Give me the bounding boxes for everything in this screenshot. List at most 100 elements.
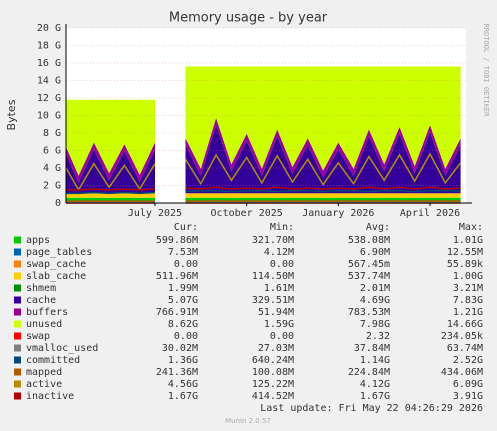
y-tick-label: 16 G xyxy=(37,58,61,69)
legend-stat: 12.55M xyxy=(447,247,483,258)
legend-swatch xyxy=(14,368,21,376)
legend-swatch xyxy=(14,296,21,304)
y-tick-label: 8 G xyxy=(43,128,61,139)
legend-stat: 414.52M xyxy=(252,391,294,402)
legend-stat: 1.61M xyxy=(264,283,294,294)
legend-stat: 63.74M xyxy=(447,343,483,354)
chart-title: Memory usage - by year xyxy=(169,11,328,26)
legend-stat: 537.74M xyxy=(348,271,390,282)
y-tick-label: 2 G xyxy=(43,181,61,192)
legend-stat: 7.98G xyxy=(360,319,390,330)
legend-label: swap xyxy=(26,331,50,342)
legend-stat: 1.14G xyxy=(360,355,390,366)
legend-label: slab_cache xyxy=(26,271,86,282)
legend-swatch xyxy=(14,236,21,244)
legend-label: buffers xyxy=(26,307,68,318)
legend-stat: 1.99M xyxy=(168,283,198,294)
legend-swatch xyxy=(14,272,21,280)
x-tick-label: January 2026 xyxy=(302,208,374,219)
legend-label: cache xyxy=(26,295,56,306)
legend-stat: 55.89k xyxy=(447,259,483,270)
legend-label: vmalloc_used xyxy=(26,343,98,354)
legend-stat: 567.45m xyxy=(348,259,390,270)
legend-stat: 37.84M xyxy=(354,343,390,354)
legend-stat: 2.52G xyxy=(453,355,483,366)
legend-stat: 538.08M xyxy=(348,235,390,246)
legend-stat: 100.08M xyxy=(252,367,294,378)
legend-stat: 6.90M xyxy=(360,247,390,258)
legend-stat: 3.21M xyxy=(453,283,483,294)
legend-stat: 2.32 xyxy=(366,331,390,342)
version: Munin 2.0.57 xyxy=(225,417,271,425)
legend-header: Cur: xyxy=(174,222,198,233)
legend-stat: 0.00 xyxy=(270,331,294,342)
legend-stat: 0.00 xyxy=(174,331,198,342)
legend-stat: 1.67G xyxy=(168,391,198,402)
legend-stat: 640.24M xyxy=(252,355,294,366)
legend-swatch xyxy=(14,260,21,268)
line xyxy=(66,186,461,191)
legend-stat: 30.02M xyxy=(162,343,198,354)
legend-stat: 599.86M xyxy=(156,235,198,246)
legend-header: Min: xyxy=(270,222,294,233)
y-tick-label: 18 G xyxy=(37,41,61,52)
legend-label: inactive xyxy=(26,391,74,402)
x-tick-label: October 2025 xyxy=(211,208,283,219)
legend-header: Avg: xyxy=(366,222,390,233)
legend-label: active xyxy=(26,379,62,390)
y-tick-label: 14 G xyxy=(37,76,61,87)
y-tick-label: 10 G xyxy=(37,111,61,122)
legend-header: Max: xyxy=(459,222,483,233)
x-tick-label: July 2025 xyxy=(128,208,182,219)
legend-label: committed xyxy=(26,355,80,366)
legend-stat: 6.09G xyxy=(453,379,483,390)
legend-swatch xyxy=(14,332,21,340)
y-tick-label: 4 G xyxy=(43,163,61,174)
legend-label: shmem xyxy=(26,283,56,294)
legend-stat: 1.67G xyxy=(360,391,390,402)
area xyxy=(66,125,461,194)
y-tick-label: 6 G xyxy=(43,146,61,157)
legend-swatch xyxy=(14,284,21,292)
footer: Last update: Fri May 22 04:26:29 2026 xyxy=(260,403,483,414)
legend-swatch xyxy=(14,320,21,328)
legend-stat: 783.53M xyxy=(348,307,390,318)
legend-stat: 234.05k xyxy=(441,331,483,342)
legend-swatch xyxy=(14,380,21,388)
legend-stat: 4.12G xyxy=(360,379,390,390)
legend-stat: 4.69G xyxy=(360,295,390,306)
legend-stat: 0.00 xyxy=(174,259,198,270)
legend-stat: 7.53M xyxy=(168,247,198,258)
y-tick-label: 12 G xyxy=(37,93,61,104)
legend-stat: 321.70M xyxy=(252,235,294,246)
legend-stat: 4.56G xyxy=(168,379,198,390)
legend-stat: 5.07G xyxy=(168,295,198,306)
legend-label: mapped xyxy=(26,367,62,378)
y-axis-label: Bytes xyxy=(5,99,18,130)
legend-stat: 27.03M xyxy=(258,343,294,354)
legend-stat: 434.06M xyxy=(441,367,483,378)
legend-swatch xyxy=(14,344,21,352)
y-tick-label: 20 G xyxy=(37,23,61,34)
area xyxy=(66,193,461,198)
legend-stat: 1.59G xyxy=(264,319,294,330)
legend-stat: 14.66G xyxy=(447,319,483,330)
area xyxy=(66,66,461,176)
legend-label: apps xyxy=(26,235,50,246)
area xyxy=(66,118,461,183)
legend-label: unused xyxy=(26,319,62,330)
side-label: RRDTOOL / TOBI OETIKER xyxy=(482,24,490,118)
legend-stat: 329.51M xyxy=(252,295,294,306)
legend-swatch xyxy=(14,308,21,316)
legend-stat: 1.36G xyxy=(168,355,198,366)
legend-stat: 2.01M xyxy=(360,283,390,294)
legend-stat: 1.21G xyxy=(453,307,483,318)
legend-swatch xyxy=(14,356,21,364)
legend-stat: 4.12M xyxy=(264,247,294,258)
legend-stat: 7.83G xyxy=(453,295,483,306)
legend-stat: 3.91G xyxy=(453,391,483,402)
legend-stat: 51.94M xyxy=(258,307,294,318)
legend-stat: 241.36M xyxy=(156,367,198,378)
